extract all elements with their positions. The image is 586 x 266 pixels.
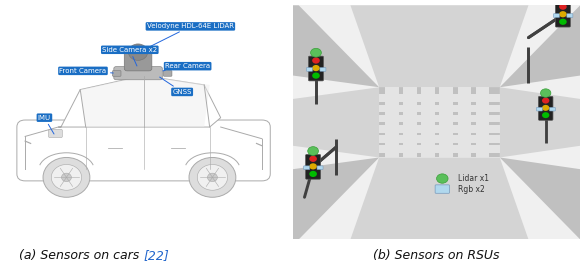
Circle shape (312, 57, 320, 64)
Circle shape (542, 112, 549, 118)
FancyBboxPatch shape (317, 166, 323, 170)
FancyBboxPatch shape (553, 14, 560, 18)
Circle shape (311, 48, 321, 57)
Bar (440, 87, 453, 157)
Text: GNSS: GNSS (159, 77, 192, 95)
Polygon shape (350, 157, 529, 239)
FancyBboxPatch shape (308, 56, 323, 81)
Circle shape (559, 3, 567, 10)
Bar (379, 125, 500, 132)
Bar (379, 87, 500, 157)
Circle shape (312, 65, 320, 71)
Circle shape (542, 105, 549, 111)
FancyBboxPatch shape (113, 71, 121, 76)
Bar (385, 87, 398, 157)
Bar (379, 105, 500, 112)
Polygon shape (500, 87, 580, 157)
FancyBboxPatch shape (306, 68, 312, 71)
Polygon shape (293, 157, 379, 239)
FancyBboxPatch shape (124, 50, 152, 71)
Text: Rear Camera: Rear Camera (163, 63, 210, 71)
FancyBboxPatch shape (320, 68, 326, 71)
Circle shape (309, 156, 317, 162)
Circle shape (43, 157, 90, 197)
Circle shape (52, 164, 81, 190)
FancyBboxPatch shape (17, 120, 270, 181)
FancyBboxPatch shape (49, 129, 62, 138)
FancyBboxPatch shape (550, 107, 556, 111)
FancyBboxPatch shape (567, 14, 573, 18)
FancyBboxPatch shape (537, 107, 543, 111)
Circle shape (312, 73, 320, 79)
Text: IMU: IMU (38, 115, 54, 134)
Circle shape (197, 164, 227, 190)
Circle shape (62, 173, 71, 182)
Circle shape (559, 19, 567, 25)
FancyBboxPatch shape (114, 67, 162, 80)
Circle shape (309, 163, 317, 169)
Circle shape (559, 11, 567, 17)
Text: Rgb x2: Rgb x2 (458, 185, 485, 194)
Polygon shape (293, 5, 379, 87)
FancyBboxPatch shape (306, 155, 321, 179)
FancyBboxPatch shape (163, 71, 172, 76)
Circle shape (437, 174, 448, 183)
Bar (421, 87, 435, 157)
Bar (379, 115, 500, 122)
Text: Velodyne HDL-64E LiDAR: Velodyne HDL-64E LiDAR (146, 23, 234, 49)
Polygon shape (144, 76, 210, 127)
Circle shape (308, 147, 318, 155)
Polygon shape (293, 87, 379, 157)
Bar (379, 145, 500, 153)
Polygon shape (500, 157, 580, 239)
Circle shape (540, 89, 551, 97)
FancyBboxPatch shape (435, 185, 449, 193)
FancyBboxPatch shape (556, 2, 570, 27)
Circle shape (207, 173, 217, 182)
Circle shape (309, 171, 317, 177)
Circle shape (557, 0, 568, 3)
FancyBboxPatch shape (304, 166, 309, 170)
Circle shape (128, 44, 148, 60)
Bar (458, 87, 471, 157)
Polygon shape (500, 5, 580, 87)
Text: [22]: [22] (144, 249, 169, 262)
Polygon shape (350, 5, 529, 87)
Text: Lidar x1: Lidar x1 (458, 174, 489, 183)
Text: Side Camera x2: Side Camera x2 (102, 47, 158, 66)
Text: (b) Sensors on RSUs: (b) Sensors on RSUs (373, 249, 500, 262)
Text: (a) Sensors on cars: (a) Sensors on cars (19, 249, 144, 262)
Bar (476, 87, 489, 157)
Polygon shape (58, 76, 221, 127)
Bar (379, 135, 500, 143)
Circle shape (542, 98, 549, 103)
FancyBboxPatch shape (539, 96, 553, 120)
Circle shape (189, 157, 236, 197)
Text: Front Camera: Front Camera (59, 68, 113, 74)
Bar (379, 94, 500, 102)
Bar (403, 87, 417, 157)
Polygon shape (80, 76, 144, 127)
